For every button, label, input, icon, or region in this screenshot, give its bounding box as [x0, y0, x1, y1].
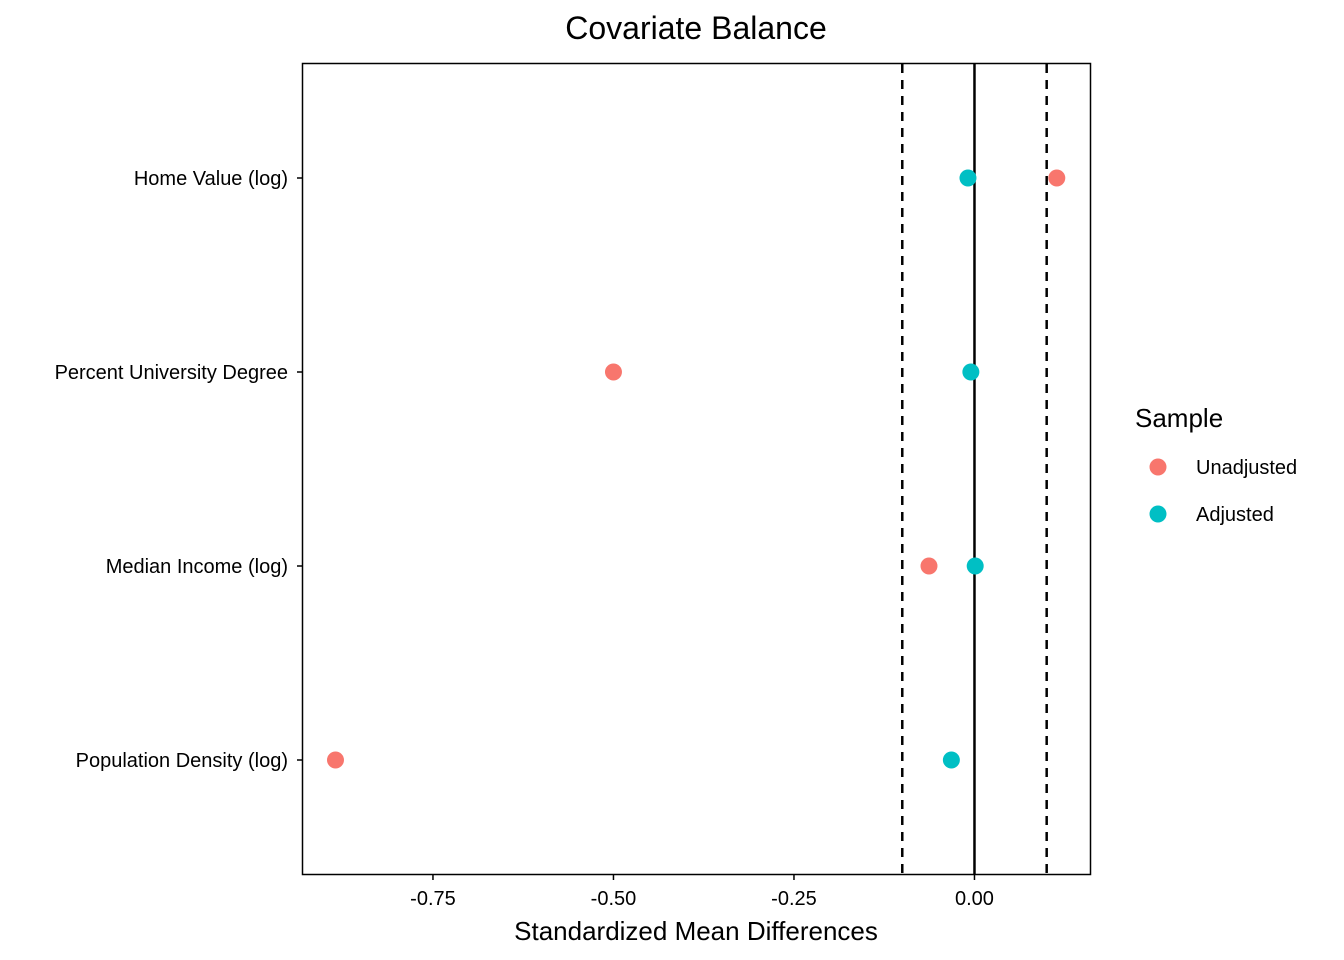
x-tick-label: -0.75 [410, 888, 456, 910]
legend-label: Unadjusted [1196, 457, 1297, 479]
chart-title: Covariate Balance [565, 10, 826, 46]
x-axis: -0.75 -0.50 -0.25 0.00 [410, 874, 994, 910]
point-adjusted [966, 557, 984, 575]
point-adjusted [959, 169, 977, 187]
y-tick-label: Percent University Degree [55, 362, 288, 384]
x-tick-label: -0.50 [591, 888, 637, 910]
x-axis-title: Standardized Mean Differences [514, 916, 878, 946]
legend-title: Sample [1135, 403, 1223, 433]
x-tick-label: -0.25 [771, 888, 817, 910]
y-tick-label: Median Income (log) [106, 556, 288, 578]
data-points [326, 169, 1066, 769]
reference-lines [901, 64, 1048, 874]
point-unadjusted [604, 363, 622, 381]
x-tick-label: 0.00 [955, 888, 994, 910]
y-tick-label: Home Value (log) [134, 168, 288, 190]
y-tick-label: Population Density (log) [76, 750, 288, 772]
legend-key-adjusted [1149, 505, 1167, 523]
point-unadjusted [1048, 169, 1066, 187]
legend: Sample Unadjusted Adjusted [1135, 403, 1297, 526]
point-adjusted [942, 751, 960, 769]
legend-key-unadjusted [1149, 458, 1167, 476]
plot-panel [301, 62, 1092, 876]
y-axis: Home Value (log) Percent University Degre… [55, 168, 303, 772]
point-unadjusted [920, 557, 938, 575]
point-unadjusted [326, 751, 344, 769]
point-adjusted [962, 363, 980, 381]
legend-label: Adjusted [1196, 504, 1274, 526]
